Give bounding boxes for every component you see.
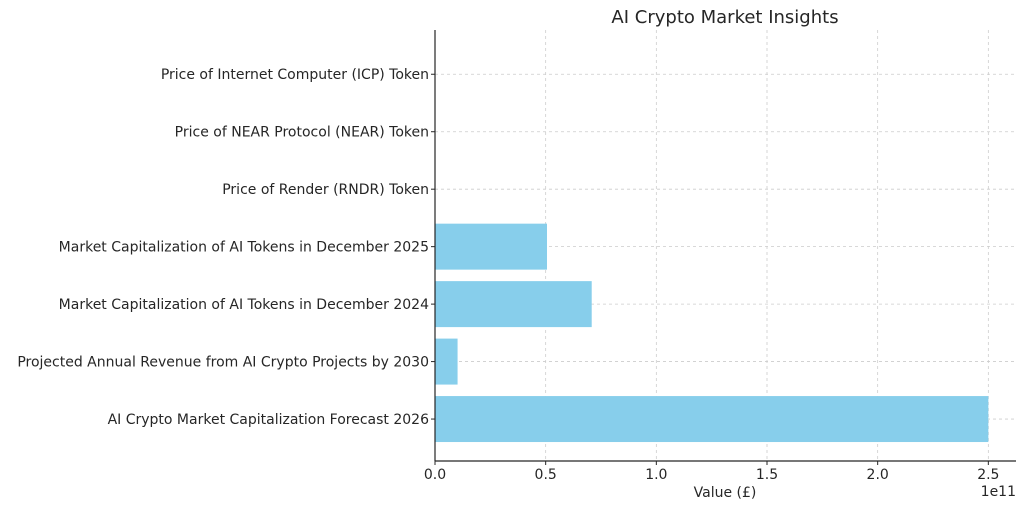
x-axis-label: Value (£) [694, 485, 757, 501]
x-tick-label: 0.0 [424, 467, 446, 483]
bar [435, 338, 458, 385]
y-tick-label: Projected Annual Revenue from AI Crypto … [17, 355, 429, 371]
bar [435, 223, 547, 270]
y-tick-label: Price of Internet Computer (ICP) Token [161, 67, 429, 83]
x-tick-label: 0.5 [535, 467, 557, 483]
bar [435, 281, 592, 328]
x-tick-label: 2.5 [977, 467, 999, 483]
y-tick-label: Market Capitalization of AI Tokens in De… [59, 297, 429, 313]
x-tick-label: 1.5 [756, 467, 778, 483]
bars [435, 223, 989, 443]
bar [435, 396, 989, 443]
x-ticks: 0.0 0.5 1.0 1.5 2.0 2.5 [424, 461, 999, 483]
x-offset-label: 1e11 [981, 484, 1016, 500]
y-tick-label: Price of Render (RNDR) Token [222, 182, 429, 198]
chart-title: AI Crypto Market Insights [611, 7, 838, 28]
y-tick-label: AI Crypto Market Capitalization Forecast… [108, 412, 430, 428]
y-tick-label: Market Capitalization of AI Tokens in De… [59, 240, 429, 256]
x-tick-label: 2.0 [867, 467, 889, 483]
y-tick-label: Price of NEAR Protocol (NEAR) Token [175, 125, 429, 141]
x-tick-label: 1.0 [645, 467, 667, 483]
y-tick-labels: AI Crypto Market Capitalization Forecast… [17, 67, 435, 428]
